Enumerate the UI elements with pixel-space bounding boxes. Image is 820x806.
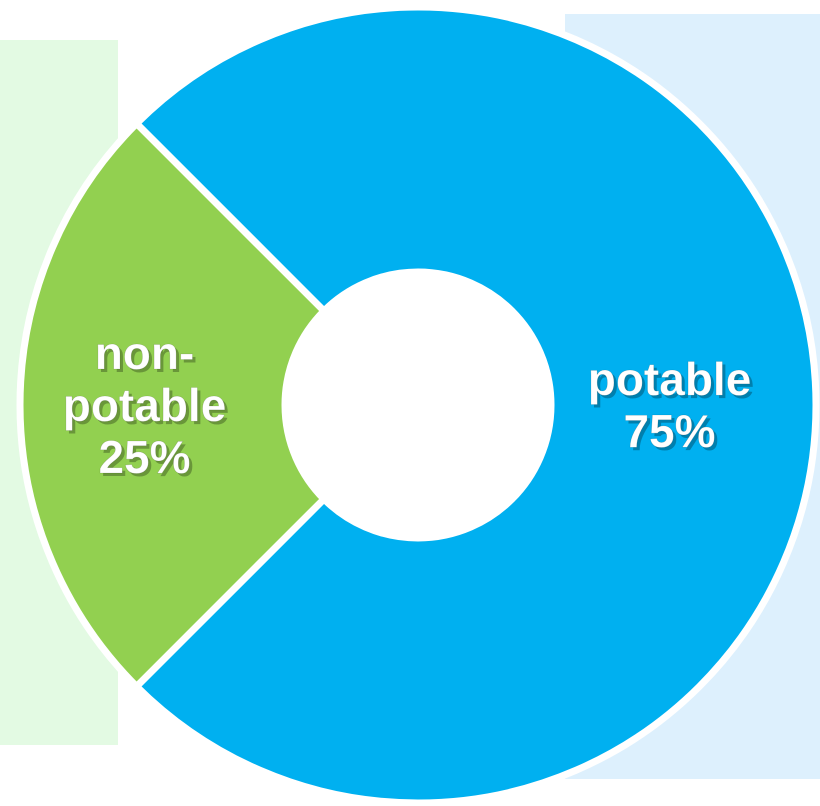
slice-label-shadow: 75% bbox=[626, 408, 718, 460]
slice-non-potable bbox=[16, 118, 329, 692]
slice-label-shadow: potable bbox=[66, 382, 230, 434]
slice-label-shadow: non- bbox=[98, 330, 198, 382]
slice-label-line: 75% bbox=[623, 405, 715, 457]
slice-potable bbox=[131, 3, 820, 806]
slice-label-line: potable bbox=[588, 353, 752, 405]
slice-label-line: non- bbox=[95, 327, 195, 379]
slice-label-line: 25% bbox=[98, 431, 190, 483]
slice-label-line: potable bbox=[63, 379, 227, 431]
slice-label-shadow: potable bbox=[591, 356, 755, 408]
slice-label-shadow: 25% bbox=[101, 434, 193, 486]
